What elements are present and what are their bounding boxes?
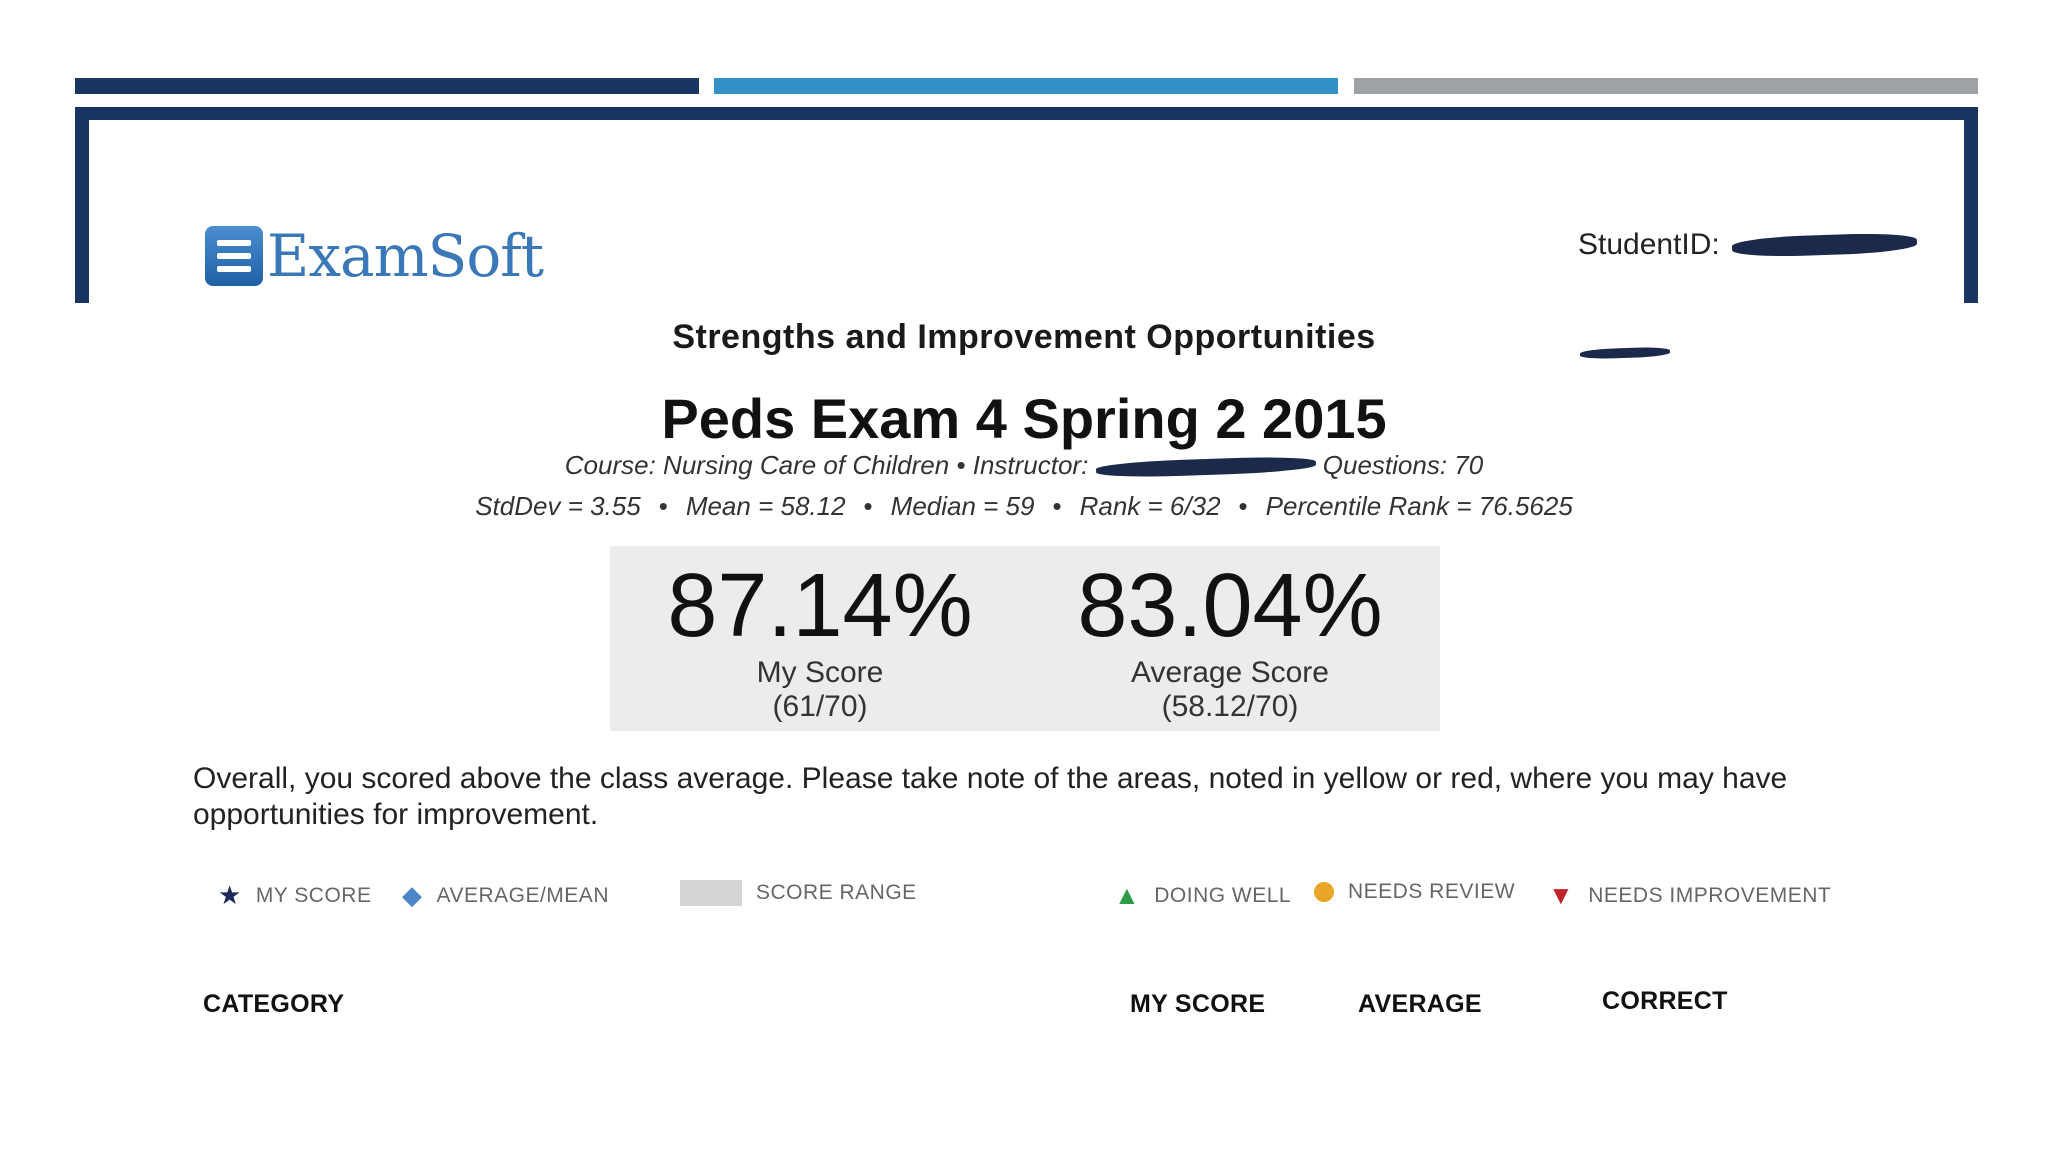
score-summary-box: 87.14% My Score (61/70) 83.04% Average S… <box>610 546 1440 731</box>
summary-text: Overall, you scored above the class aver… <box>193 762 1788 831</box>
score-range-swatch-icon <box>680 880 742 906</box>
legend-needs-review: NEEDS REVIEW <box>1314 880 1515 904</box>
stat-mean: Mean = 58.12 <box>685 491 846 521</box>
legend-label: AVERAGE/MEAN <box>436 883 609 907</box>
question-count: Questions: 70 <box>1322 450 1484 480</box>
legend-average: ◆ AVERAGE/MEAN <box>402 880 609 911</box>
legend-score-range: SCORE RANGE <box>680 880 917 906</box>
stat-percentile: Percentile Rank = 76.5625 <box>1265 491 1573 521</box>
exam-statistics: StdDev = 3.55 • Mean = 58.12 • Median = 59 • R… <box>0 491 2048 522</box>
accent-bar-navy <box>75 78 699 94</box>
average-score-panel: 83.04% Average Score (58.12/70) <box>1030 556 1430 724</box>
my-score-detail: (61/70) <box>772 690 868 723</box>
legend-needs-improvement: ▼ NEEDS IMPROVEMENT <box>1548 880 1831 911</box>
stat-separator: • <box>863 491 873 521</box>
brand-name: ExamSoft <box>267 222 544 290</box>
triangle-up-icon: ▲ <box>1114 880 1141 910</box>
frame-left-border <box>75 107 89 303</box>
examsoft-logo: ExamSoft <box>205 222 544 290</box>
legend-doing-well: ▲ DOING WELL <box>1114 880 1291 911</box>
redaction-mark <box>1731 231 1918 259</box>
stat-separator: • <box>658 491 668 521</box>
legend-label: MY SCORE <box>255 883 372 907</box>
section-title: Strengths and Improvement Opportunities <box>672 318 1376 356</box>
frame-top-border <box>75 107 1978 120</box>
triangle-down-icon: ▼ <box>1548 880 1575 910</box>
legend-label: NEEDS IMPROVEMENT <box>1588 883 1832 907</box>
examsoft-logo-icon <box>205 226 263 286</box>
legend-my-score: ★ MY SCORE <box>218 880 371 911</box>
stat-separator: • <box>1052 491 1062 521</box>
stat-separator: • <box>1238 491 1248 521</box>
accent-bar-gray <box>1354 78 1978 94</box>
legend-label: NEEDS REVIEW <box>1348 880 1516 903</box>
stat-rank: Rank = 6/32 <box>1079 491 1221 521</box>
stat-median: Median = 59 <box>890 491 1035 521</box>
column-header-average: AVERAGE <box>1358 990 1482 1018</box>
legend-label: DOING WELL <box>1154 883 1292 907</box>
diamond-icon: ◆ <box>402 880 423 910</box>
column-header-correct: CORRECT <box>1602 987 1728 1015</box>
column-header-my-score: MY SCORE <box>1130 990 1266 1018</box>
average-score-detail: (58.12/70) <box>1161 690 1299 723</box>
average-score-value: 83.04% <box>1077 556 1383 656</box>
course-info: Course: Nursing Care of Children • Instr… <box>0 450 2048 481</box>
circle-dot-icon <box>1314 882 1334 902</box>
column-header-category: CATEGORY <box>203 990 345 1018</box>
course-prefix: Course: Nursing Care of Children • Instr… <box>564 450 1089 480</box>
legend-label: SCORE RANGE <box>756 881 917 904</box>
frame-right-border <box>1964 107 1978 303</box>
exam-title: Peds Exam 4 Spring 2 2015 <box>661 387 1387 450</box>
my-score-value: 87.14% <box>667 556 973 656</box>
instructor-redaction <box>1095 455 1316 479</box>
accent-bar-blue <box>714 78 1338 94</box>
my-score-label: My Score <box>756 656 884 689</box>
student-id: StudentID: <box>1578 228 1918 262</box>
star-icon: ★ <box>218 880 242 910</box>
student-id-label: StudentID: <box>1578 228 1720 261</box>
stat-stddev: StdDev = 3.55 <box>475 491 641 521</box>
average-score-label: Average Score <box>1131 656 1329 689</box>
my-score-panel: 87.14% My Score (61/70) <box>620 556 1020 724</box>
